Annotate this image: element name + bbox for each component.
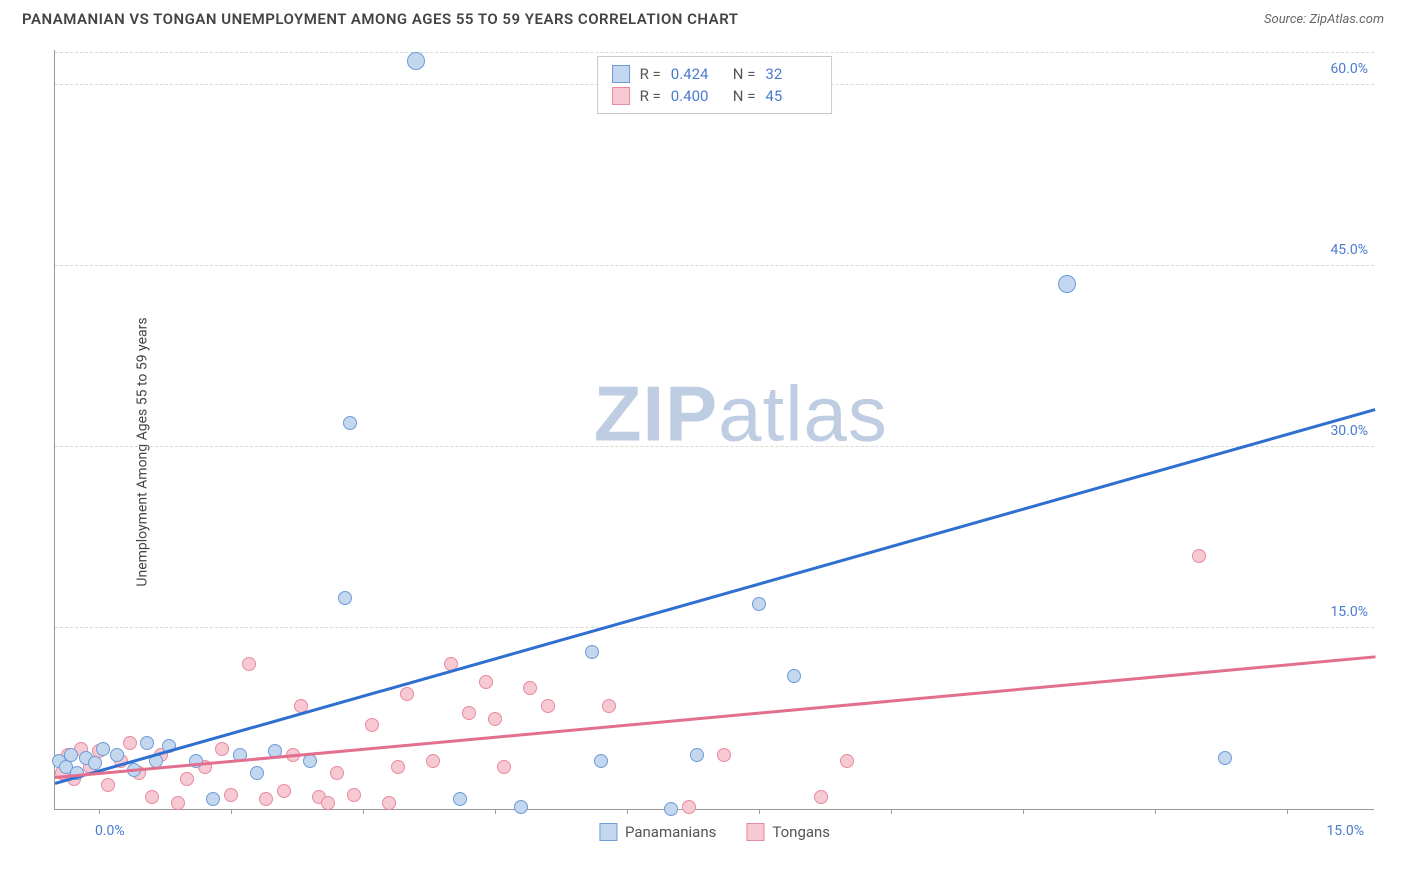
data-point-pink — [682, 800, 696, 814]
data-point-pink — [330, 766, 344, 780]
data-point-blue — [206, 792, 220, 806]
data-point-blue — [64, 748, 78, 762]
data-point-pink — [479, 675, 493, 689]
legend-n-value: 32 — [765, 65, 817, 83]
data-point-blue — [407, 52, 425, 70]
data-point-pink — [840, 754, 854, 768]
legend-item: Tongans — [746, 823, 830, 841]
chart-container: Unemployment Among Ages 55 to 59 years Z… — [0, 42, 1406, 862]
legend-r-value: 0.400 — [671, 87, 723, 105]
data-point-pink — [426, 754, 440, 768]
legend-label: Panamanians — [625, 823, 716, 841]
series-legend: Panamanians Tongans — [599, 823, 830, 841]
legend-row: R = 0.424 N = 32 — [612, 63, 818, 85]
data-point-blue — [453, 792, 467, 806]
data-point-blue — [250, 766, 264, 780]
legend-item: Panamanians — [599, 823, 716, 841]
legend-r-label: R = — [640, 65, 661, 83]
data-point-blue — [585, 645, 599, 659]
legend-n-value: 45 — [765, 87, 817, 105]
y-tick-label: 30.0% — [1330, 423, 1378, 439]
data-point-pink — [541, 699, 555, 713]
data-point-blue — [594, 754, 608, 768]
data-point-pink — [400, 687, 414, 701]
data-point-blue — [1218, 751, 1232, 765]
y-tick-label: 60.0% — [1330, 61, 1378, 77]
data-point-pink — [488, 712, 502, 726]
legend-swatch — [599, 823, 617, 841]
x-tick — [231, 809, 232, 814]
data-point-pink — [277, 784, 291, 798]
gridline — [55, 627, 1374, 628]
x-tick — [363, 809, 364, 814]
x-tick — [1287, 809, 1288, 814]
data-point-pink — [123, 736, 137, 750]
data-point-blue — [88, 756, 102, 770]
data-point-blue — [664, 802, 678, 816]
gridline — [55, 446, 1374, 447]
x-tick — [1155, 809, 1156, 814]
y-tick-label: 15.0% — [1330, 604, 1378, 620]
data-point-pink — [497, 760, 511, 774]
chart-title: PANAMANIAN VS TONGAN UNEMPLOYMENT AMONG … — [22, 10, 738, 28]
correlation-legend: R = 0.424 N = 32 R = 0.400 N = 45 — [597, 56, 833, 114]
data-point-pink — [717, 748, 731, 762]
data-point-pink — [171, 796, 185, 810]
data-point-pink — [145, 790, 159, 804]
data-point-blue — [110, 748, 124, 762]
y-tick-label: 45.0% — [1330, 242, 1378, 258]
legend-swatch — [612, 65, 630, 83]
x-tick — [99, 809, 100, 814]
data-point-pink — [242, 657, 256, 671]
scatter-plot: ZIPatlas R =0.424N =32R =0.400N =45 0.0%… — [54, 50, 1374, 810]
gridline — [55, 52, 1374, 53]
data-point-pink — [347, 788, 361, 802]
x-tick — [891, 809, 892, 814]
data-point-blue — [1058, 275, 1076, 293]
data-point-blue — [690, 748, 704, 762]
data-point-blue — [140, 736, 154, 750]
gridline — [55, 265, 1374, 266]
data-point-blue — [96, 742, 110, 756]
data-point-pink — [1192, 549, 1206, 563]
legend-n-label: N = — [733, 65, 756, 83]
data-point-pink — [365, 718, 379, 732]
data-point-pink — [462, 706, 476, 720]
trend-line — [55, 656, 1375, 779]
legend-swatch — [746, 823, 764, 841]
data-point-pink — [382, 796, 396, 810]
legend-swatch — [612, 87, 630, 105]
data-point-pink — [101, 778, 115, 792]
legend-r-value: 0.424 — [671, 65, 723, 83]
trend-line — [55, 408, 1376, 784]
x-tick — [495, 809, 496, 814]
data-point-pink — [321, 796, 335, 810]
legend-row: R = 0.400 N = 45 — [612, 85, 818, 107]
data-point-blue — [752, 597, 766, 611]
data-point-blue — [303, 754, 317, 768]
data-point-blue — [338, 591, 352, 605]
x-tick — [1023, 809, 1024, 814]
data-point-pink — [814, 790, 828, 804]
data-point-blue — [787, 669, 801, 683]
data-point-pink — [602, 699, 616, 713]
x-axis-min-label: 0.0% — [95, 823, 125, 839]
source-attribution: Source: ZipAtlas.com — [1264, 12, 1384, 27]
data-point-pink — [391, 760, 405, 774]
data-point-pink — [523, 681, 537, 695]
x-tick — [759, 809, 760, 814]
legend-label: Tongans — [772, 823, 830, 841]
data-point-blue — [343, 416, 357, 430]
legend-r-label: R = — [640, 87, 661, 105]
data-point-pink — [259, 792, 273, 806]
legend-n-label: N = — [733, 87, 756, 105]
data-point-pink — [180, 772, 194, 786]
x-tick — [627, 809, 628, 814]
x-axis-max-label: 15.0% — [1326, 823, 1364, 839]
data-point-pink — [215, 742, 229, 756]
data-point-blue — [514, 800, 528, 814]
data-point-pink — [224, 788, 238, 802]
